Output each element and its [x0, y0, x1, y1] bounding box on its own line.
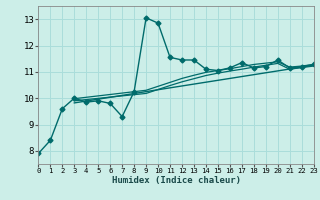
X-axis label: Humidex (Indice chaleur): Humidex (Indice chaleur) — [111, 176, 241, 185]
